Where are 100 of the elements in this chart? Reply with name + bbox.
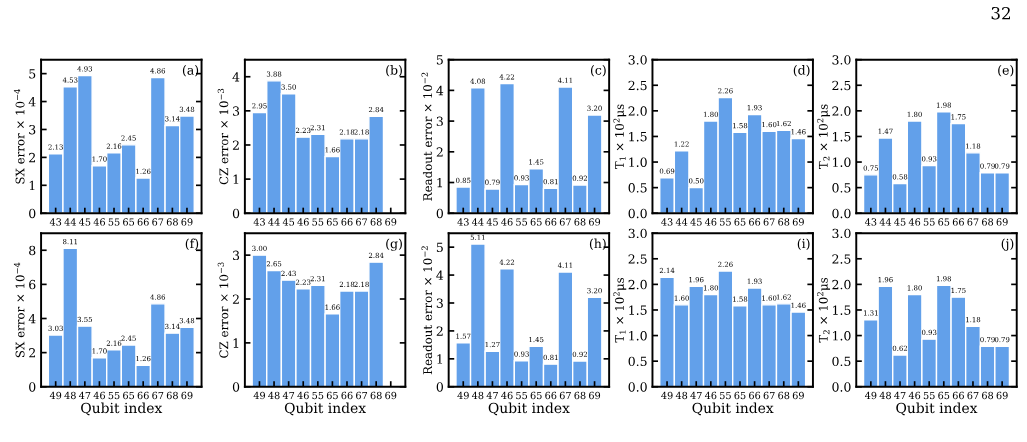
x-tick-label: 65 (938, 218, 950, 226)
x-tick-label: 66 (137, 218, 149, 226)
y-tick-label: 2 (436, 147, 443, 157)
x-tick-label: 43 (253, 218, 265, 226)
y-tick-label: 1.0 (629, 157, 647, 167)
x-tick-label: 46 (908, 391, 921, 400)
y-tick-label: 4 (232, 72, 240, 82)
x-tick-label: 65 (530, 391, 542, 400)
x-tick-label: 68 (574, 218, 586, 226)
y-tick-label: 1 (29, 180, 35, 191)
x-tick-label: 44 (675, 218, 688, 226)
x-tick-label: 44 (268, 218, 280, 226)
y-tick-label: 2 (29, 152, 35, 163)
x-tick-label: 45 (690, 218, 702, 226)
y-tick-label: 4 (436, 270, 444, 280)
x-tick-label: 46 (297, 218, 309, 226)
x-tick-label: 46 (501, 218, 513, 226)
x-tick-label: 44 (64, 218, 76, 226)
y-tick-label: 0.5 (832, 356, 851, 367)
x-tick-label: 43 (49, 218, 62, 226)
x-tick-label: 68 (982, 391, 994, 400)
y-tick-label: 3.0 (628, 228, 647, 239)
x-tick-label: 67 (559, 391, 571, 400)
y-tick-label: 2 (232, 140, 239, 150)
y-tick-label: 2.5 (628, 80, 647, 91)
chart-title: (i) (797, 238, 810, 251)
x-tick-label: 68 (370, 391, 382, 400)
y-tick-label: 0 (29, 382, 36, 392)
y-tick-label: 0.0 (628, 382, 647, 392)
y-tick-label: 2.5 (628, 254, 647, 264)
y-tick-label: 0 (436, 382, 443, 392)
y-tick-label: 3 (233, 250, 240, 261)
x-tick-label: 46 (93, 218, 106, 226)
x-tick-label: 55 (516, 391, 528, 400)
x-tick-label: 49 (661, 391, 673, 400)
x-tick-label: 66 (545, 218, 557, 226)
x-tick-label: 55 (923, 391, 935, 400)
x-tick-label: 55 (108, 391, 120, 400)
x-tick-label: 47 (690, 391, 702, 399)
x-tick-label: 66 (341, 391, 353, 400)
x-tick-label: 47 (894, 391, 906, 399)
y-tick-label: 1.5 (833, 131, 851, 142)
chart-title: (b) (386, 65, 402, 77)
x-tick-label: 66 (952, 218, 964, 226)
x-tick-label: 55 (108, 218, 120, 226)
x-tick-label: 66 (341, 218, 353, 226)
y-axis-title: SX error × 10$^{−4}$ (13, 262, 25, 358)
x-tick-label: 69 (589, 218, 601, 226)
x-tick-label: 48 (675, 391, 688, 400)
x-tick-label: 69 (181, 218, 193, 226)
x-tick-label: 46 (704, 218, 717, 226)
x-tick-label: 67 (356, 218, 368, 226)
x-tick-label: 55 (720, 218, 731, 226)
y-tick-label: 2.5 (832, 80, 851, 91)
x-tick-label: 69 (385, 218, 397, 226)
x-tick-label: 45 (894, 218, 906, 226)
y-tick-label: 0 (436, 208, 443, 219)
x-tick-label: 67 (559, 218, 571, 226)
x-tick-label: 67 (152, 218, 164, 226)
x-tick-label: 48 (471, 391, 484, 400)
x-tick-label: 48 (879, 391, 891, 400)
x-tick-label: 67 (967, 391, 979, 400)
x-tick-label: 66 (749, 218, 761, 226)
y-tick-label: 5 (436, 242, 443, 253)
y-axis-title: T$_{1}$ × 10$^{2}$μs (613, 104, 627, 170)
y-tick-label: 1 (233, 338, 239, 348)
x-axis-title: Qubit index (692, 402, 774, 416)
x-tick-label: 69 (181, 391, 193, 400)
x-tick-label: 69 (996, 391, 1008, 400)
y-tick-label: 3 (436, 116, 443, 127)
y-axis-title: T$_{2}$ × 10$^{2}$μs (817, 104, 831, 170)
y-tick-label: 0.5 (832, 183, 851, 193)
y-axis-title: Readout error × 10$^{−2}$ (421, 72, 433, 201)
y-tick-label: 3 (233, 106, 240, 116)
y-tick-label: 0.0 (628, 208, 647, 219)
x-tick-label: 49 (864, 391, 877, 400)
x-tick-label: 65 (326, 218, 338, 226)
y-tick-label: 4 (436, 85, 444, 96)
x-tick-label: 68 (166, 218, 178, 226)
y-tick-label: 3.0 (628, 55, 647, 65)
y-tick-label: 2.0 (628, 279, 647, 290)
y-tick-label: 0.0 (832, 208, 851, 219)
x-tick-label: 43 (661, 218, 673, 226)
x-tick-label: 48 (268, 391, 280, 400)
x-tick-label: 69 (589, 391, 601, 400)
x-tick-label: 65 (123, 218, 135, 226)
y-tick-label: 2 (436, 326, 443, 336)
x-tick-label: 67 (152, 391, 164, 400)
x-tick-label: 46 (704, 391, 717, 400)
x-axis-title: Qubit index (284, 402, 366, 416)
chart-title: (a) (182, 65, 199, 77)
x-tick-label: 44 (879, 218, 892, 226)
x-tick-label: 69 (792, 391, 804, 400)
y-tick-label: 3.0 (832, 55, 851, 65)
y-tick-label: 1 (437, 177, 443, 188)
y-tick-label: 1.0 (833, 331, 851, 341)
chart-title: (d) (793, 65, 810, 77)
x-tick-label: 43 (457, 218, 469, 226)
chart-title: (f) (185, 238, 199, 251)
x-tick-label: 69 (385, 391, 397, 400)
